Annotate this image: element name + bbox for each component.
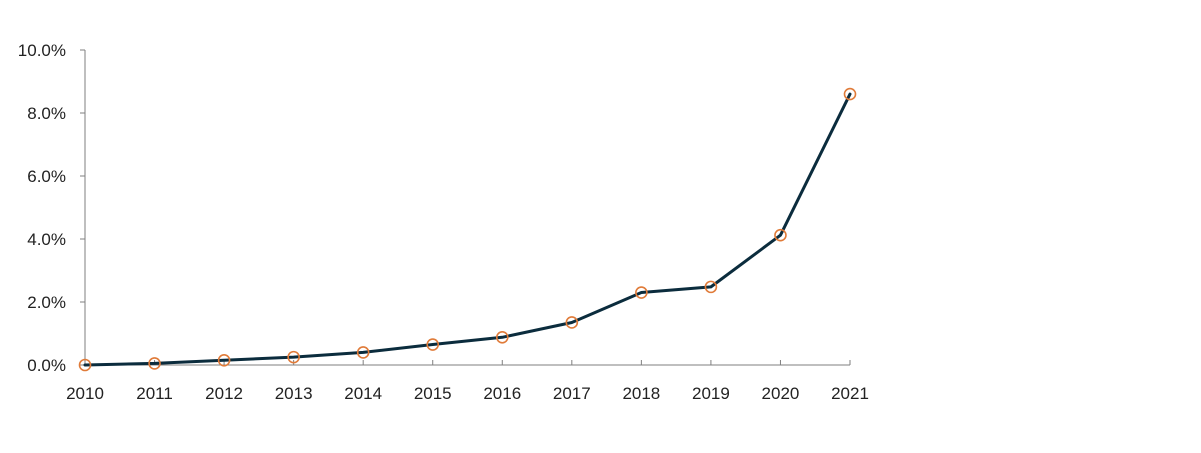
data-point xyxy=(565,316,579,329)
data-point xyxy=(148,357,161,370)
x-tick-label: 2016 xyxy=(483,384,521,403)
y-tick-label: 6.0% xyxy=(27,167,66,186)
y-tick-label: 8.0% xyxy=(27,104,66,123)
x-tick-label: 2010 xyxy=(66,384,104,403)
data-point xyxy=(495,330,509,344)
x-tick-label: 2021 xyxy=(831,384,869,403)
y-tick-label: 4.0% xyxy=(27,230,66,249)
x-tick-label: 2017 xyxy=(553,384,591,403)
data-point xyxy=(356,346,370,359)
data-point xyxy=(217,353,231,367)
data-point xyxy=(774,228,787,242)
y-tick-label: 10.0% xyxy=(18,41,66,60)
y-tick-label: 2.0% xyxy=(27,293,66,312)
series-line xyxy=(83,92,852,367)
x-tick-label: 2015 xyxy=(414,384,452,403)
y-axis: 0.0% 2.0% 4.0% 6.0% 8.0% 10.0% xyxy=(18,41,86,375)
y-tick-label: 0.0% xyxy=(27,356,66,375)
data-point xyxy=(635,286,648,299)
x-tick-label: 2019 xyxy=(692,384,730,403)
x-tick-label: 2014 xyxy=(344,384,382,403)
data-point xyxy=(78,358,92,372)
data-point xyxy=(704,280,718,294)
data-point xyxy=(426,338,440,351)
data-point xyxy=(843,87,857,101)
plot-area xyxy=(78,87,857,372)
x-tick-label: 2013 xyxy=(275,384,313,403)
x-tick-label: 2012 xyxy=(205,384,243,403)
x-tick-label: 2011 xyxy=(136,384,173,403)
data-point xyxy=(287,350,300,364)
x-tick-label: 2020 xyxy=(762,384,800,403)
x-axis: 2010 2011 2012 2013 2014 2015 2016 2017 2018 2019… xyxy=(66,360,869,403)
x-tick-label: 2018 xyxy=(622,384,660,403)
